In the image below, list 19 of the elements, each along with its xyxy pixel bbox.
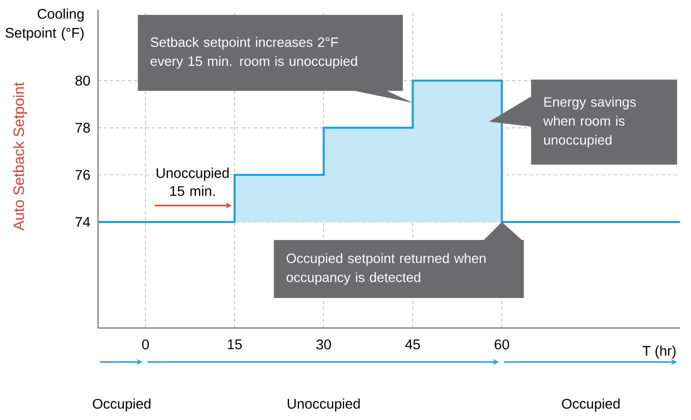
- y-axis-title: Auto Setback Setpoint: [13, 82, 28, 230]
- x-tick-label: 15: [228, 340, 242, 350]
- annotation: Occupied setpoint returned when occupancy is detected: [286, 253, 486, 285]
- x-tick-label: 45: [405, 340, 420, 350]
- y-tick-label: 78: [76, 122, 90, 133]
- annotation: Energy savings when room is unoccupied: [543, 96, 636, 148]
- y-tick-label: 80: [76, 76, 90, 86]
- annotation: Unoccupied 15 min.: [156, 168, 229, 196]
- text: Unoccupied: [288, 398, 360, 412]
- x-tick-label: 60: [494, 340, 510, 350]
- x-axis-title: T (hr): [642, 346, 676, 359]
- x-tick-label: 30: [316, 340, 331, 350]
- x-tick-label: 0: [142, 340, 149, 350]
- annotation: Setback setpoint increases 2°F every 15 min. room is unoccupied: [150, 37, 357, 69]
- text: Occupied: [92, 398, 150, 412]
- text: Cooling Setpoint (°F): [6, 8, 84, 41]
- text: Occupied: [562, 398, 620, 412]
- y-tick-label: 76: [76, 170, 90, 180]
- y-tick-label: 74: [76, 217, 90, 227]
